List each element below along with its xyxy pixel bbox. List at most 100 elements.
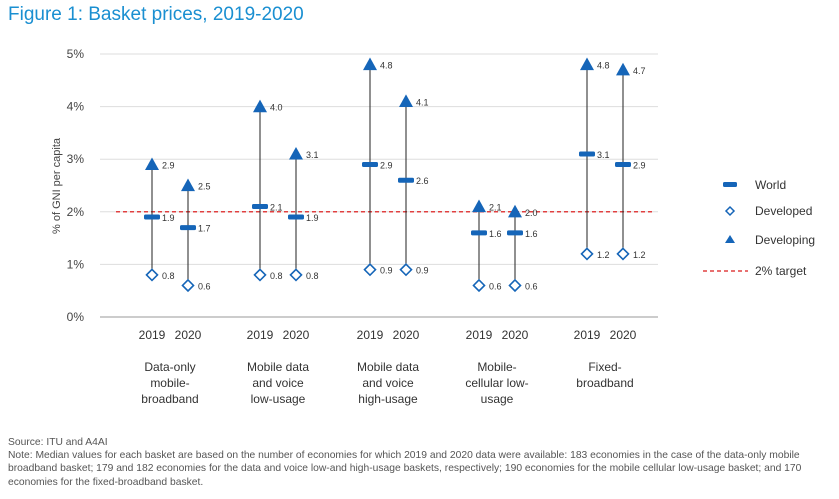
developing-value-label: 4.8 [380,61,393,71]
category-label: and voice [362,376,414,390]
developed-marker [145,268,159,282]
developing-value-label: 2.1 [489,203,502,213]
world-value-label: 1.7 [198,224,211,234]
x-year-label: 2019 [139,328,166,342]
x-year-label: 2019 [357,328,384,342]
developing-marker [508,204,522,218]
developing-value-label: 4.0 [270,103,283,113]
x-year-label: 2020 [175,328,202,342]
world-marker [144,214,160,220]
developed-marker [253,268,267,282]
developing-marker [289,146,303,160]
world-marker [507,230,523,236]
developed-value-label: 1.2 [633,250,646,260]
chart-title: Figure 1: Basket prices, 2019-2020 [8,4,304,25]
category-label: Data-only [144,360,195,374]
developed-marker [580,247,594,261]
developing-marker [181,178,195,192]
world-value-label: 2.1 [270,203,283,213]
developing-value-label: 2.5 [198,182,211,192]
developed-marker [472,278,486,293]
x-year-label: 2020 [283,328,310,342]
world-value-label: 2.9 [633,160,646,170]
developed-marker [508,278,522,293]
developing-marker [472,199,486,213]
legend-developing-marker [725,235,735,243]
developed-value-label: 0.8 [306,271,319,281]
world-marker [180,225,196,231]
chart-notes: Source: ITU and A4AI Note: Median values… [8,436,834,489]
y-tick-label: 4% [67,100,85,114]
developed-value-label: 0.6 [198,281,211,291]
world-marker [471,230,487,236]
developing-value-label: 4.1 [416,97,429,107]
developing-value-label: 2.9 [162,160,175,170]
developed-marker [181,278,195,293]
category-label: Mobile data [357,360,419,374]
x-year-label: 2020 [610,328,637,342]
category-label: and voice [252,376,304,390]
developed-marker [363,263,377,277]
developing-marker [145,157,159,171]
x-year-label: 2019 [247,328,274,342]
category-label: broadband [141,392,198,406]
category-label: high-usage [358,392,418,406]
y-tick-label: 2% [67,205,85,219]
developing-marker [399,94,413,107]
note-text: Note: Median values for each basket are … [8,450,802,488]
legend-developed-marker [724,205,736,217]
source-text: Source: ITU and A4AI [8,437,108,448]
developing-value-label: 2.0 [525,208,538,218]
y-tick-label: 5% [67,47,85,61]
world-value-label: 2.6 [416,176,429,186]
world-marker [579,151,595,157]
y-axis-label: % of GNI per capita [51,137,63,234]
legend-world-label: World [755,178,786,192]
developed-value-label: 0.6 [489,281,502,291]
developed-marker [289,268,303,282]
developing-marker [363,57,377,71]
developing-value-label: 3.1 [306,150,319,160]
developing-marker [580,57,594,71]
world-value-label: 3.1 [597,150,610,160]
world-value-label: 1.6 [489,229,502,239]
world-value-label: 1.9 [162,213,175,223]
x-year-label: 2019 [574,328,601,342]
developing-marker [616,62,630,76]
developing-value-label: 4.7 [633,66,646,76]
developing-marker [253,99,267,113]
legend-world-marker [723,182,737,187]
category-label: Mobile- [477,360,516,374]
x-year-label: 2020 [393,328,420,342]
developed-marker [616,247,630,261]
category-label: low-usage [251,392,306,406]
category-label: Mobile data [247,360,309,374]
legend-target-label: 2% target [755,264,807,278]
developed-value-label: 0.6 [525,281,538,291]
developed-value-label: 0.9 [380,266,393,276]
developed-marker [399,263,413,277]
basket-prices-chart: 0% 1% 2% 3% 4% 5% % of GNI per capita 2.9 1.9 0.8… [51,47,815,406]
world-marker [288,214,304,220]
world-marker [615,161,631,167]
category-label: mobile- [150,376,189,390]
category-label: broadband [576,376,633,390]
x-year-label: 2019 [466,328,493,342]
world-value-label: 1.9 [306,213,319,223]
legend-developed-label: Developed [755,204,812,218]
y-tick-label: 3% [67,152,85,166]
developed-value-label: 0.8 [270,271,283,281]
y-tick-label: 0% [67,310,85,324]
category-label: Fixed- [588,360,621,374]
legend-developing-label: Developing [755,233,815,247]
y-tick-label: 1% [67,257,85,271]
world-marker [362,161,378,167]
developed-value-label: 0.9 [416,266,429,276]
world-marker [252,204,268,210]
world-marker [398,177,414,183]
developed-value-label: 1.2 [597,250,610,260]
developed-value-label: 0.8 [162,271,175,281]
world-value-label: 1.6 [525,229,538,239]
world-value-label: 2.9 [380,160,393,170]
category-label: cellular low- [465,376,528,390]
